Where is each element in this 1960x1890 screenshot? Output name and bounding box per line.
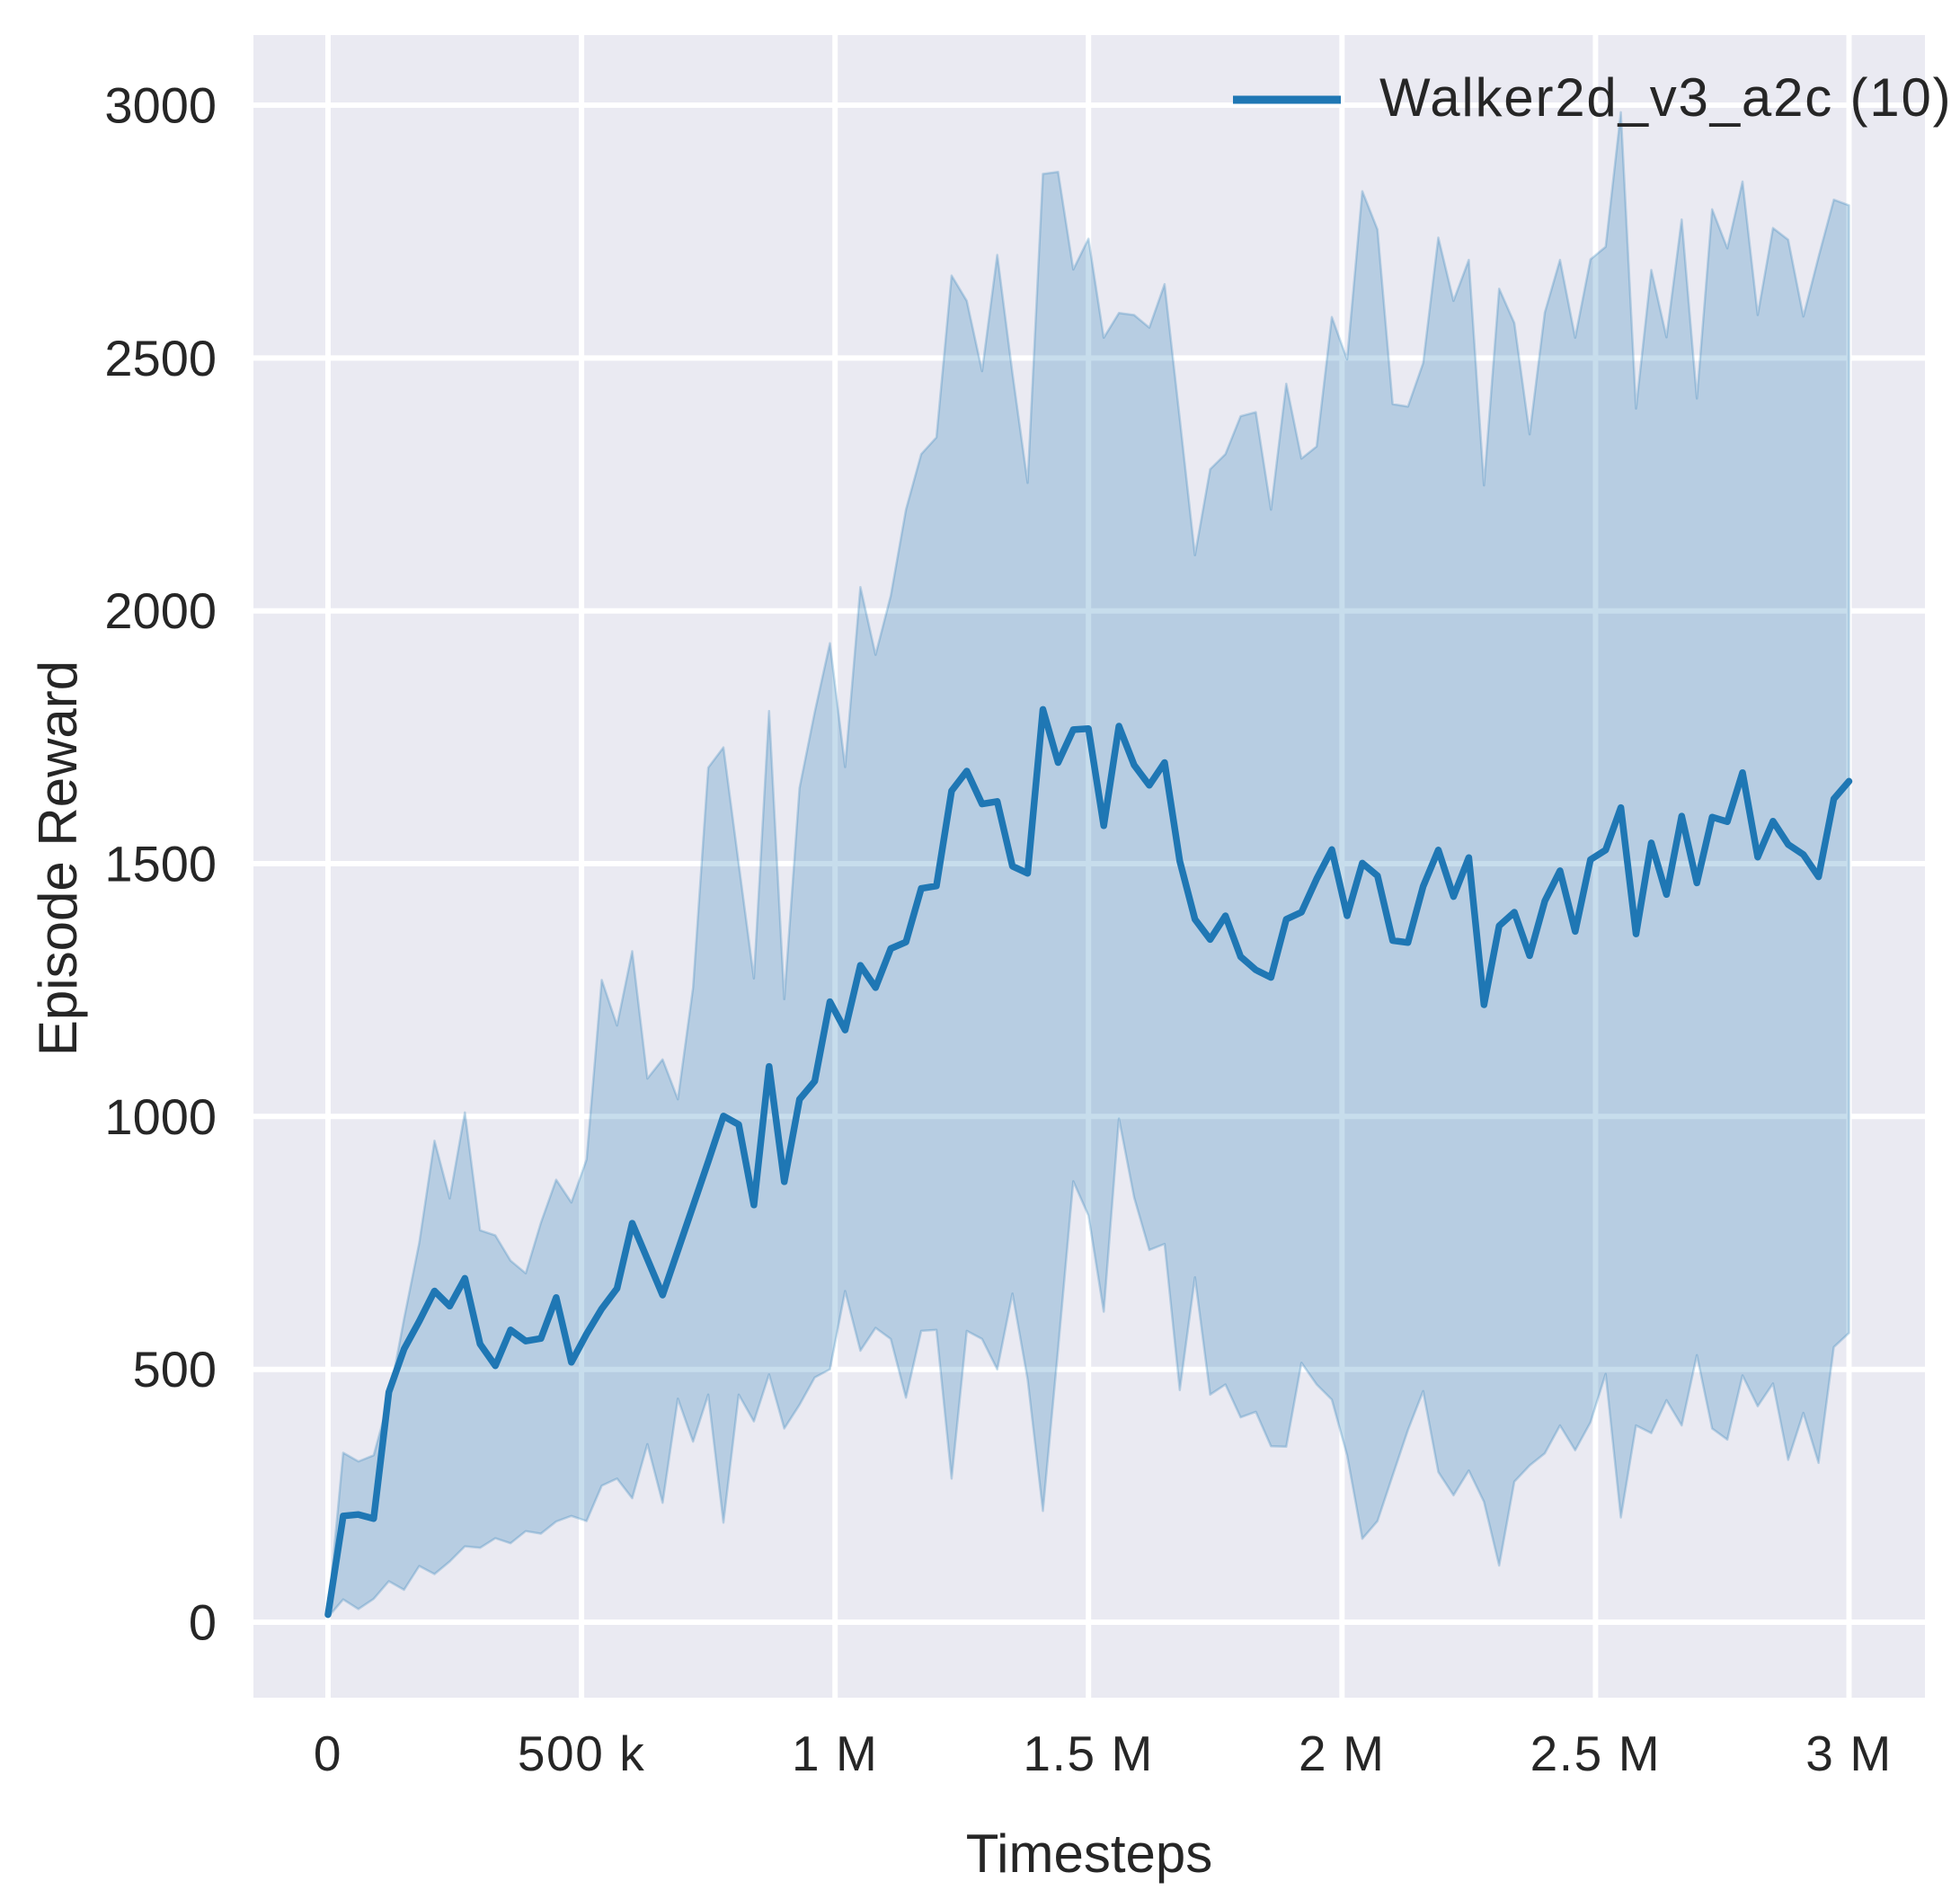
svg-text:Timesteps: Timesteps (966, 1823, 1213, 1884)
svg-text:500: 500 (133, 1341, 217, 1398)
svg-text:2.5 M: 2.5 M (1530, 1726, 1662, 1781)
svg-text:500 k: 500 k (518, 1726, 646, 1781)
svg-text:2 M: 2 M (1299, 1726, 1386, 1781)
svg-text:Walker2d_v3_a2c (10): Walker2d_v3_a2c (10) (1379, 67, 1952, 128)
svg-text:1 M: 1 M (792, 1726, 879, 1781)
svg-text:0: 0 (189, 1594, 217, 1651)
svg-text:1000: 1000 (104, 1088, 217, 1145)
svg-text:1.5 M: 1.5 M (1023, 1726, 1154, 1781)
svg-text:2500: 2500 (104, 330, 217, 386)
svg-text:3000: 3000 (104, 77, 217, 134)
svg-text:3 M: 3 M (1805, 1726, 1893, 1781)
svg-text:0: 0 (314, 1726, 342, 1781)
svg-text:Episode Reward: Episode Reward (28, 661, 88, 1056)
svg-text:1500: 1500 (104, 836, 217, 892)
svg-text:2000: 2000 (104, 582, 217, 639)
